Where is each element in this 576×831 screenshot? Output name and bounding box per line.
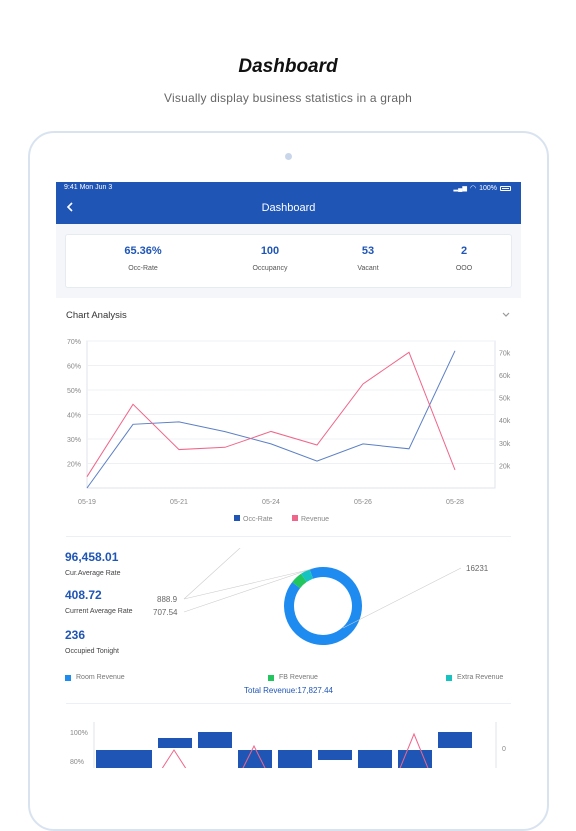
- series-line-revenue: [86, 351, 456, 477]
- bar: [158, 738, 192, 748]
- leader-line: [183, 548, 241, 600]
- stat-value: 65.36%: [124, 245, 162, 257]
- x-tick-label: 05-19: [78, 499, 96, 506]
- y-right-tick-label: 50k: [499, 396, 511, 403]
- legend-label: Extra Revenue: [457, 674, 504, 681]
- legend-room-revenue: Room Revenue: [65, 674, 125, 681]
- signal-icon: ▂▄▆: [453, 185, 467, 192]
- donut-label-extra: 707.54: [153, 608, 178, 617]
- y-right-tick-label: 0: [502, 746, 506, 753]
- app-screen: 9:41 Mon Jun 3 ▂▄▆ ◠ 100% Dashboard 65.3…: [56, 182, 521, 768]
- bar-chart: 100% 80% 0: [70, 722, 506, 768]
- cur-avg-rate-value: 96,458.01: [65, 550, 119, 564]
- bar: [238, 750, 272, 768]
- stat-value: 100: [260, 245, 280, 257]
- stat-label: Vacant: [357, 265, 379, 272]
- stat-label: Occupancy: [252, 265, 288, 272]
- status-indicators: ▂▄▆ ◠ 100%: [453, 184, 511, 192]
- total-revenue: Total Revenue:17,827.44: [244, 686, 333, 695]
- bar: [198, 732, 232, 748]
- current-avg-rate-label: Current Average Rate: [65, 608, 133, 615]
- battery-percent: 100%: [479, 184, 497, 192]
- camera-dot: [285, 153, 292, 160]
- line-chart: 70% 60% 50% 40% 30% 20% 70k 60k 50k 40k 30k 20k 05-1…: [67, 339, 511, 523]
- donut-chart: 888.9 707.54 16231: [153, 548, 489, 645]
- donut-slice: [300, 569, 314, 583]
- stat-value: 2: [460, 245, 468, 257]
- battery-icon: [500, 185, 511, 191]
- status-time: 9:41 Mon Jun 3: [64, 184, 113, 191]
- y-left-tick-label: 50%: [67, 388, 81, 395]
- room-revenue-swatch: [65, 674, 71, 681]
- legend-swatch: [234, 515, 240, 521]
- legend-fb-revenue: FB Revenue: [268, 674, 318, 681]
- chart-analysis-panel: Chart Analysis 70% 60% 50% 40% 30% 20% 70k 60k 5…: [56, 298, 521, 768]
- current-avg-rate-value: 408.72: [65, 588, 102, 602]
- panel-title: Chart Analysis: [66, 310, 127, 321]
- stat-value: 53: [361, 245, 375, 257]
- legend-swatch: [292, 515, 298, 521]
- bar: [398, 750, 432, 768]
- y-left-tick-label: 40%: [67, 413, 81, 420]
- legend-extra-revenue: Extra Revenue: [446, 674, 503, 681]
- extra-revenue-swatch: [446, 674, 452, 681]
- nav-bar: 9:41 Mon Jun 3 ▂▄▆ ◠ 100% Dashboard: [56, 182, 521, 224]
- donut-slice: [284, 567, 362, 645]
- y-left-tick-label: 60%: [67, 364, 81, 371]
- y-left-tick-label: 70%: [67, 339, 81, 346]
- promo-subtitle: Visually display business statistics in …: [164, 91, 412, 105]
- y-left-tick-label: 100%: [70, 730, 88, 737]
- x-tick-label: 05-21: [170, 499, 188, 506]
- leader-line: [183, 569, 309, 600]
- series-line: [399, 732, 429, 768]
- series-line-occ-rate: [86, 350, 456, 489]
- x-tick-label: 05-28: [446, 499, 464, 506]
- x-tick-label: 05-26: [354, 499, 372, 506]
- bar: [318, 750, 352, 760]
- divider: [66, 703, 511, 704]
- stat-label: OOO: [455, 265, 473, 272]
- stat-occ-rate: 65.36% Occ-Rate: [93, 245, 193, 272]
- chevron-down-icon[interactable]: [501, 311, 511, 319]
- y-right-tick-label: 70k: [499, 350, 511, 357]
- promo-title: Dashboard: [238, 56, 338, 77]
- y-left-tick-label: 30%: [67, 437, 81, 444]
- nav-title: Dashboard: [261, 202, 316, 214]
- divider: [66, 536, 511, 537]
- stat-label: Occ-Rate: [128, 265, 158, 272]
- bar: [358, 750, 392, 768]
- bar: [438, 732, 472, 748]
- stat-vacant: 53 Vacant: [318, 245, 418, 272]
- y-left-tick-label: 20%: [67, 462, 81, 469]
- series-line: [161, 749, 187, 768]
- leader-line: [183, 567, 315, 613]
- cur-avg-rate-label: Cur.Average Rate: [65, 570, 121, 577]
- occupied-value: 236: [65, 628, 86, 642]
- stats-card: 65.36% Occ-Rate 100 Occupancy 53 Vacant …: [65, 234, 512, 288]
- bar: [118, 750, 152, 768]
- bar: [278, 750, 312, 768]
- legend-label: FB Revenue: [279, 674, 318, 681]
- legend-label: Occ-Rate: [243, 516, 273, 523]
- stat-occupancy: 100 Occupancy: [220, 245, 320, 272]
- fb-revenue-swatch: [268, 674, 274, 681]
- y-left-tick-label: 80%: [70, 759, 84, 766]
- donut-label-room: 16231: [466, 564, 489, 573]
- occupied-label: Occupied Tonight: [65, 648, 119, 655]
- y-right-tick-label: 40k: [499, 418, 511, 425]
- y-right-tick-label: 30k: [499, 441, 511, 448]
- legend-label: Revenue: [301, 516, 329, 523]
- back-chevron-icon[interactable]: [64, 200, 76, 214]
- y-right-tick-label: 60k: [499, 373, 511, 380]
- leader-line: [342, 567, 462, 629]
- donut-slice: [292, 573, 307, 589]
- wifi-icon: ◠: [469, 185, 477, 192]
- legend-label: Room Revenue: [76, 674, 125, 681]
- donut-label-fb: 888.9: [157, 595, 178, 604]
- x-tick-label: 05-24: [262, 499, 280, 506]
- y-right-tick-label: 20k: [499, 463, 511, 470]
- stat-ooo: 2 OOO: [414, 245, 514, 272]
- series-line: [242, 744, 266, 768]
